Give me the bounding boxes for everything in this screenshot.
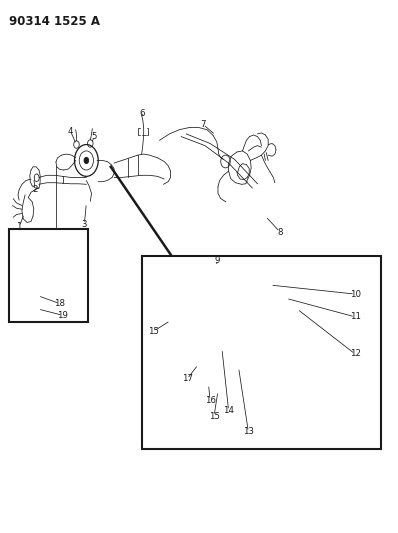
Text: 4: 4 bbox=[68, 127, 73, 136]
Text: 7: 7 bbox=[200, 120, 206, 129]
Text: 19: 19 bbox=[57, 311, 68, 320]
Bar bbox=[9, 229, 88, 322]
Text: 17: 17 bbox=[181, 374, 193, 383]
Text: 6: 6 bbox=[139, 109, 144, 118]
Circle shape bbox=[84, 157, 89, 164]
Text: 11: 11 bbox=[349, 312, 361, 321]
Text: 16: 16 bbox=[205, 395, 216, 405]
Text: 10: 10 bbox=[349, 289, 361, 298]
Text: 14: 14 bbox=[223, 406, 234, 415]
Text: 2: 2 bbox=[32, 185, 38, 194]
Text: 9: 9 bbox=[214, 256, 219, 265]
Text: 3: 3 bbox=[82, 220, 87, 229]
Text: 13: 13 bbox=[243, 427, 254, 437]
Text: 18: 18 bbox=[55, 299, 65, 308]
Text: 5: 5 bbox=[92, 132, 97, 141]
Text: 1: 1 bbox=[16, 222, 22, 231]
Text: 90314 1525 A: 90314 1525 A bbox=[9, 14, 100, 28]
Text: 15: 15 bbox=[148, 327, 159, 336]
Text: 12: 12 bbox=[349, 350, 361, 359]
Text: 8: 8 bbox=[277, 228, 283, 237]
Bar bbox=[142, 256, 381, 449]
Text: 15: 15 bbox=[209, 411, 220, 421]
